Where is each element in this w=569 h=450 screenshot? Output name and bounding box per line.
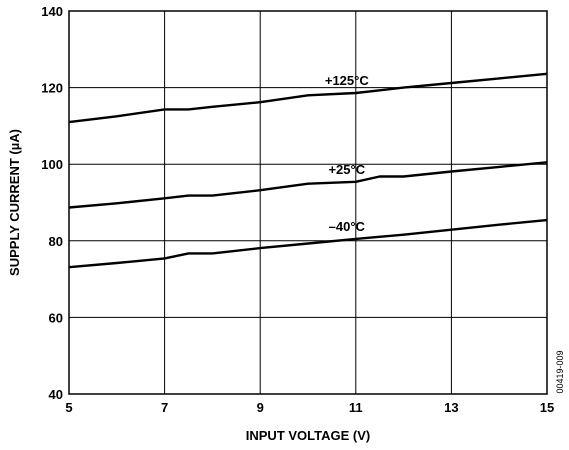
figure-code: 00419-009 bbox=[555, 350, 565, 393]
x-tick-label: 7 bbox=[161, 400, 168, 415]
x-tick-label: 9 bbox=[257, 400, 264, 415]
series-label-1: +25°C bbox=[328, 162, 365, 177]
y-tick-labels: 40 60 80 100 120 140 bbox=[41, 4, 63, 402]
x-tick-label: 15 bbox=[540, 400, 554, 415]
series-labels: +125°C +25°C –40°C bbox=[325, 73, 369, 234]
series-lines bbox=[68, 72, 548, 269]
x-axis-label: INPUT VOLTAGE (V) bbox=[246, 428, 370, 443]
series-label-2: –40°C bbox=[329, 219, 366, 234]
y-tick-label: 120 bbox=[41, 81, 63, 96]
plot-frame bbox=[68, 10, 548, 395]
series-label-0: +125°C bbox=[325, 73, 369, 88]
x-tick-label: 13 bbox=[444, 400, 458, 415]
y-tick-label: 60 bbox=[49, 310, 63, 325]
series-line-1 bbox=[68, 161, 548, 209]
y-tick-label: 100 bbox=[41, 157, 63, 172]
x-tick-label: 5 bbox=[65, 400, 72, 415]
y-tick-label: 140 bbox=[41, 4, 63, 19]
grid-lines bbox=[68, 10, 548, 395]
y-tick-label: 40 bbox=[49, 387, 63, 402]
x-tick-label: 11 bbox=[349, 400, 363, 415]
series-line-2 bbox=[68, 218, 548, 269]
x-tick-labels: 5 7 9 11 13 15 bbox=[65, 400, 554, 415]
y-tick-label: 80 bbox=[49, 234, 63, 249]
y-axis-label: SUPPLY CURRENT (µA) bbox=[7, 129, 22, 276]
series-line-0 bbox=[68, 72, 548, 124]
